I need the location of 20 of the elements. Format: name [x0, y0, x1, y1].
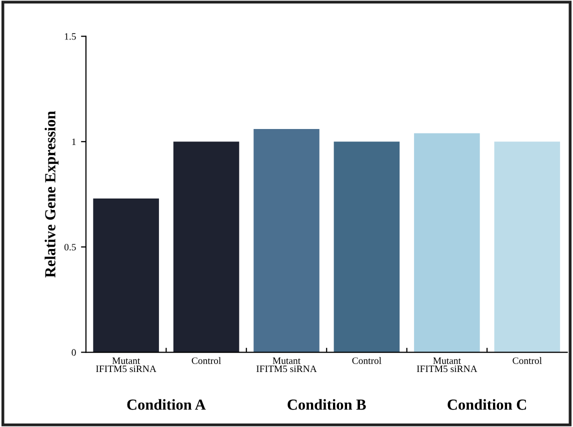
y-tick-label: 0.5	[64, 244, 76, 250]
bar	[173, 142, 240, 352]
bar	[93, 198, 159, 352]
bar	[414, 133, 480, 352]
x-tick-label: Control	[352, 357, 382, 364]
x-tick-label: Control	[512, 357, 542, 364]
x-tick-label: Control	[192, 357, 221, 364]
text: Condition C	[448, 399, 526, 410]
y-tick-label: 1.5	[64, 33, 76, 40]
y-axis-title: Relative Gene Expression	[44, 111, 59, 278]
x-tick-label: Mutant IFITM5 siRNA	[256, 358, 317, 372]
bar	[494, 142, 560, 352]
bar	[334, 142, 400, 352]
text: Condition A	[127, 399, 206, 410]
x-tick-label: Mutant IFITM5 siRNA	[416, 358, 478, 372]
bar	[254, 128, 320, 352]
x-tick-label: Mutant IFITM5 siRNA	[96, 358, 156, 372]
y-tick-label: 0	[72, 349, 76, 356]
y-tick-label: 1	[72, 138, 76, 145]
text: Condition B	[288, 399, 366, 410]
